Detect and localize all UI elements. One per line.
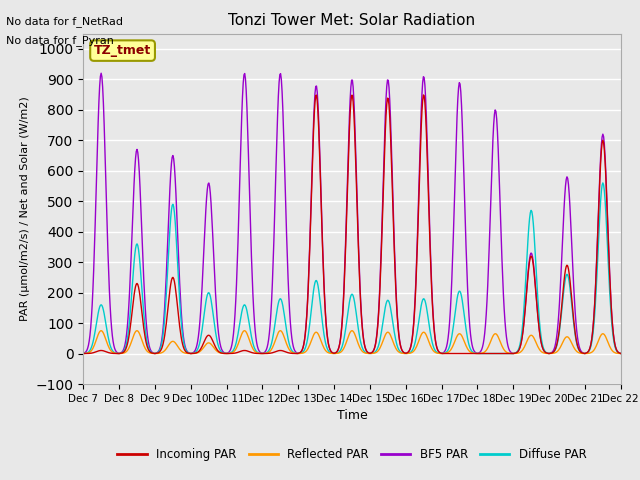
- Title: Tonzi Tower Met: Solar Radiation: Tonzi Tower Met: Solar Radiation: [228, 13, 476, 28]
- Y-axis label: PAR (μmol/m2/s) / Net and Solar (W/m2): PAR (μmol/m2/s) / Net and Solar (W/m2): [20, 96, 30, 321]
- Text: No data for f_NetRad: No data for f_NetRad: [6, 16, 124, 27]
- Legend: Incoming PAR, Reflected PAR, BF5 PAR, Diffuse PAR: Incoming PAR, Reflected PAR, BF5 PAR, Di…: [113, 443, 591, 466]
- X-axis label: Time: Time: [337, 409, 367, 422]
- Text: No data for f_Pyran: No data for f_Pyran: [6, 35, 115, 46]
- Text: TZ_tmet: TZ_tmet: [94, 44, 151, 57]
